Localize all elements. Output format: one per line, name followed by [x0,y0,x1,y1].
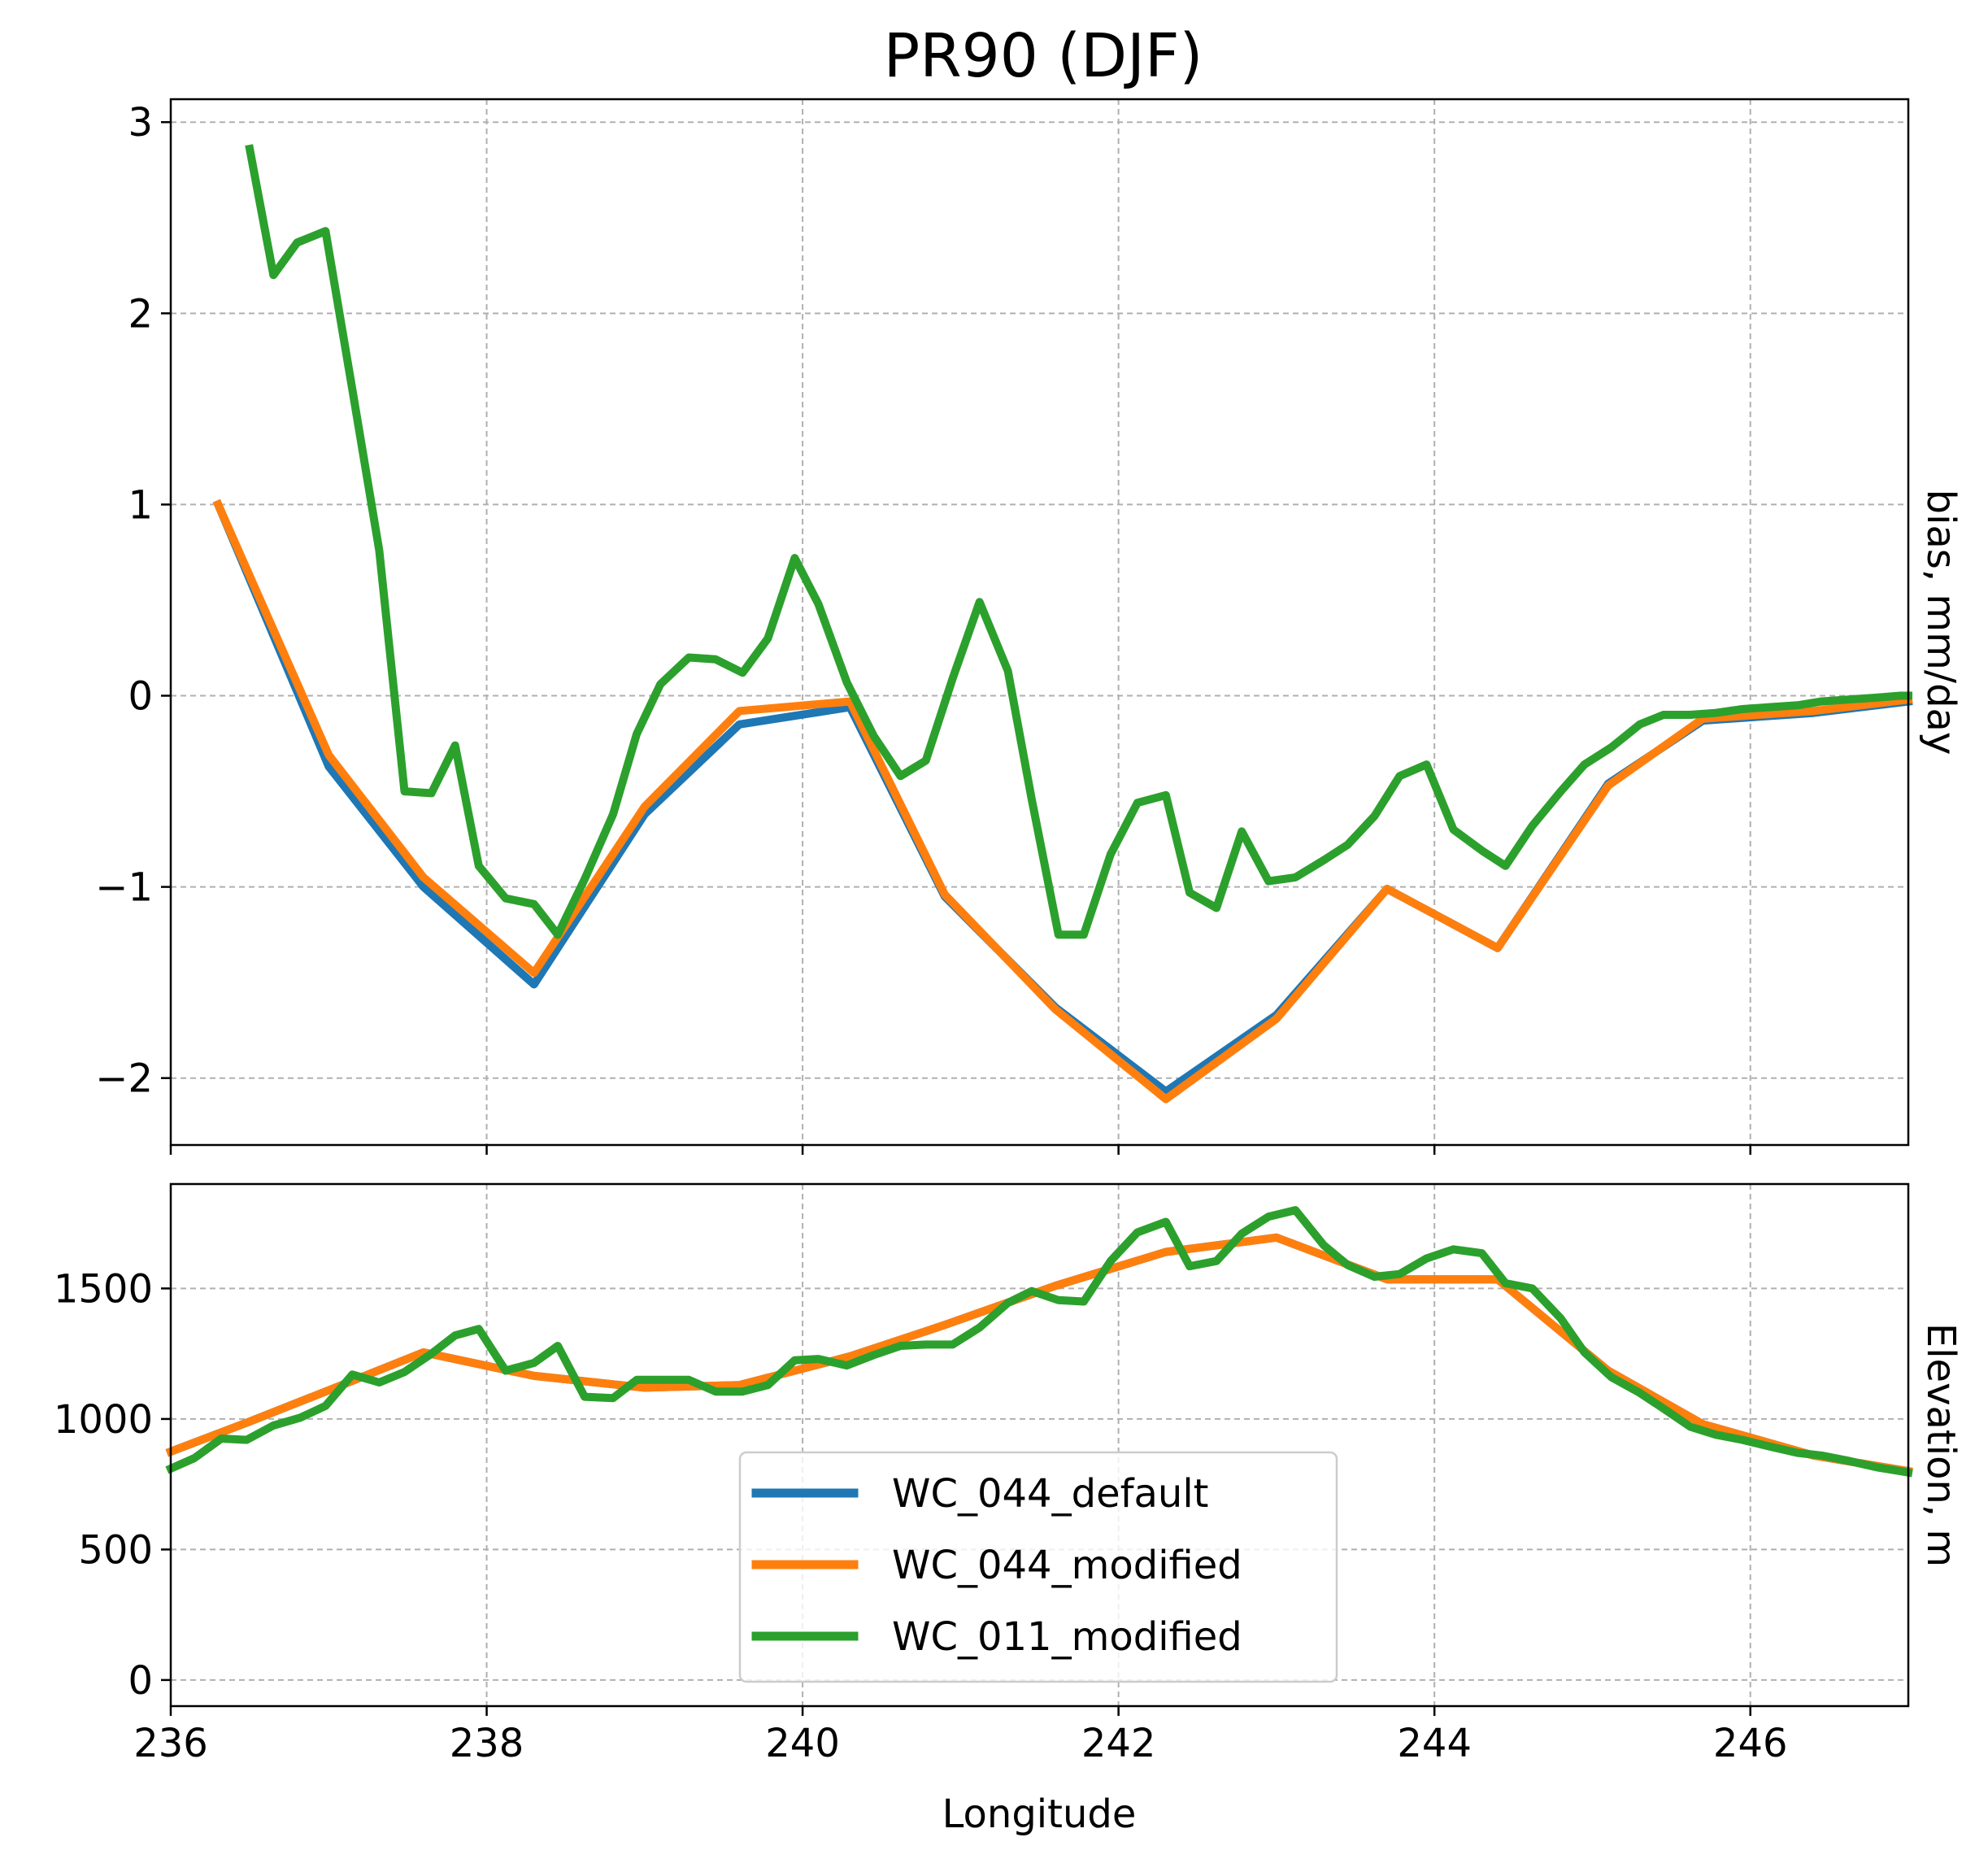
legend-label-wc-044-modified: WC_044_modified [892,1543,1242,1588]
elevation-ticks: 236 238 240 242 244 246 0 500 1000 1500 [54,1266,1788,1766]
x-tick-label: 238 [450,1721,524,1766]
elevation-panel: 236 238 240 242 244 246 0 500 1000 1500 Elevation… [54,1182,1964,1837]
elevation-y-tick-label: 1500 [54,1266,153,1312]
bias-y-axis-label: bias, mm/day [1918,490,1964,755]
bias-y-tick-label: 3 [128,100,153,146]
elevation-plot-frame [169,1182,1910,1708]
bias-y-tick-label: −1 [95,865,153,911]
legend-label-wc-011-modified: WC_011_modified [892,1614,1242,1660]
bias-y-tick-label: 1 [128,482,153,528]
x-tick-label: 236 [133,1721,208,1766]
chart-title: PR90 (DJF) [884,21,1203,91]
elevation-series-lines [165,1206,1913,1478]
bias-series-lines [212,144,1913,1104]
legend-box [738,1451,1338,1683]
bias-y-tick-label: 2 [128,291,153,337]
bias-y-tick-label: 0 [128,674,153,720]
x-tick-label: 246 [1713,1721,1788,1766]
elevation-y-tick-label: 0 [128,1658,153,1704]
elevation-y-tick-label: 500 [78,1527,153,1573]
bias-y-tick-label: −2 [95,1056,153,1102]
bias-panel: −2 −1 0 1 2 3 bias, mm/day [95,98,1964,1155]
legend: WC_044_default WC_044_modified WC_011_mo… [738,1451,1338,1683]
elevation-y-tick-label: 1000 [54,1397,153,1443]
elevation-line-wc-011-modified [165,1206,1913,1478]
bias-ticks: −2 −1 0 1 2 3 [95,100,1751,1155]
legend-label-wc-044-default: WC_044_default [892,1471,1208,1517]
bias-line-wc-011-modified [245,144,1912,939]
bias-line-wc-044-modified [212,498,1913,1104]
x-axis-label: Longitude [942,1792,1137,1837]
x-tick-label: 244 [1397,1721,1472,1766]
elevation-y-axis-label: Elevation, m [1918,1323,1964,1567]
x-tick-label: 240 [765,1721,840,1766]
x-tick-label: 242 [1081,1721,1156,1766]
bias-plot-frame [169,98,1910,1147]
